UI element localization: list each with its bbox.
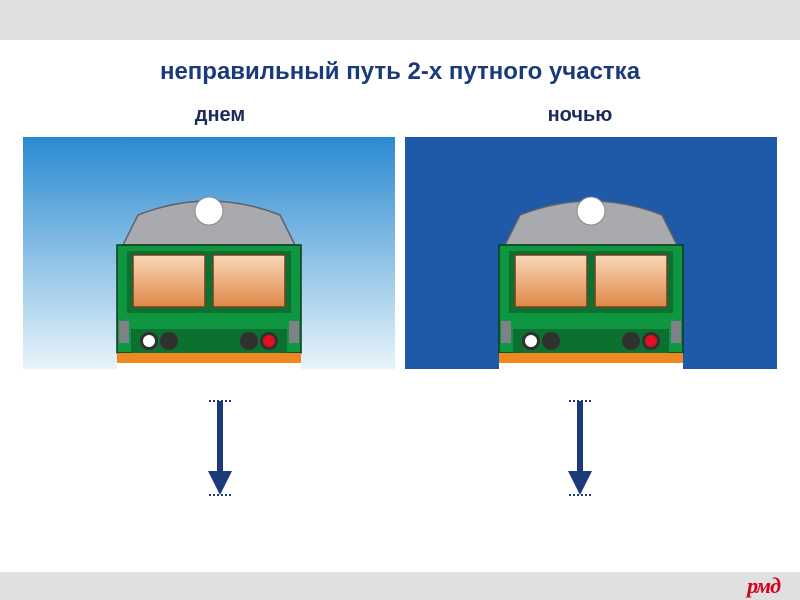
top-bar [0,0,800,40]
arrows-row [0,369,800,499]
buffer-light-white-icon [525,335,537,347]
buffer-light-white-icon [143,335,155,347]
label-night: ночью [400,104,760,127]
labels-row: днем ночью [0,104,800,137]
panel-day [23,137,395,369]
bumper-white [499,363,683,369]
vent-right [671,321,681,343]
bumper-orange [117,353,301,363]
bumper-orange [499,353,683,363]
rzd-logo: рмд [747,573,780,599]
vent-left [119,321,129,343]
buffer-light-red-icon [263,335,275,347]
buffer-ring-l2 [542,332,560,350]
arrow-down-icon [565,399,595,499]
window-left [133,255,205,307]
vent-left [501,321,511,343]
arrow-down-icon [205,399,235,499]
train-day [117,197,301,369]
vent-right [289,321,299,343]
buffer-ring-l2 [160,332,178,350]
buffer-light-red-icon [645,335,657,347]
buffer-ring-r1 [240,332,258,350]
page-title: неправильный путь 2-х путного участка [0,58,800,86]
arrow-day-wrap [40,399,400,499]
train-night [499,197,683,369]
arrow-night-wrap [400,399,760,499]
panel-night [405,137,777,369]
bottom-bar: рмд [0,572,800,600]
headlight-icon [577,197,605,225]
window-right [595,255,667,307]
train-night-svg [405,137,777,369]
train-day-svg [23,137,395,369]
window-left [515,255,587,307]
bumper-white [117,363,301,369]
headlight-icon [195,197,223,225]
window-right [213,255,285,307]
buffer-ring-r1 [622,332,640,350]
panels-row [0,137,800,369]
label-day: днем [40,104,400,127]
